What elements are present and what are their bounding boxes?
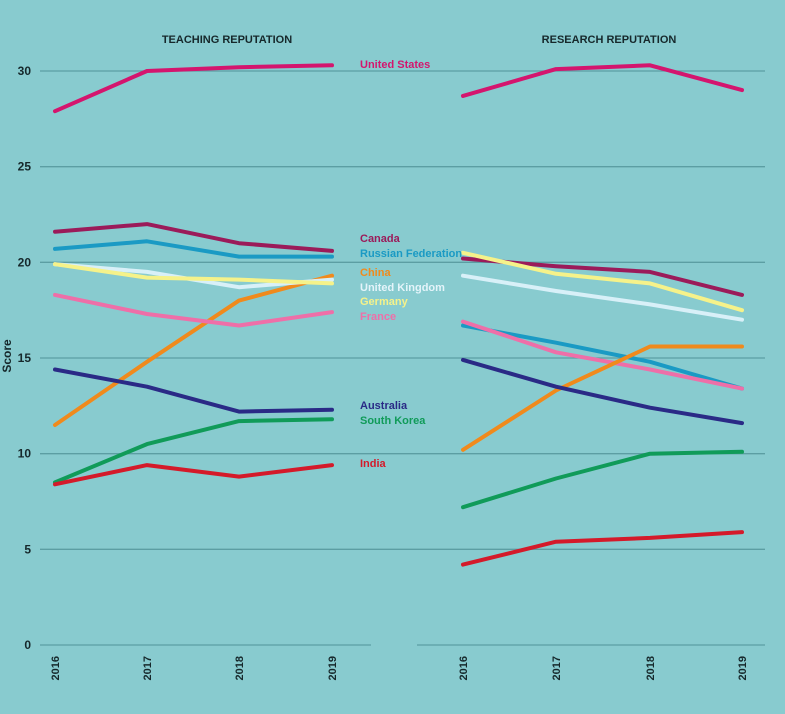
series-line-united-states (461, 63, 744, 98)
label-india: India (360, 458, 387, 470)
x-tick-label: 2017 (142, 656, 154, 680)
label-australia: Australia (360, 400, 408, 412)
series-line-australia (53, 367, 334, 414)
x-tick-label: 2018 (234, 656, 246, 680)
series-line-china (461, 344, 744, 452)
y-tick-label: 0 (24, 638, 31, 652)
series-line-united-states (53, 63, 334, 114)
x-tick-label: 2016 (458, 656, 470, 680)
series-line-canada (53, 222, 334, 253)
series-line-united-kingdom (461, 273, 744, 322)
label-united-kingdom: United Kingdom (360, 282, 445, 294)
x-tick-label: 2017 (551, 656, 563, 680)
series-line-india (461, 530, 744, 567)
series-line-china (53, 273, 334, 427)
label-russian-federation: Russian Federation (360, 248, 462, 260)
panel-title-research: RESEARCH REPUTATION (542, 34, 677, 46)
x-tick-label: 2018 (645, 656, 657, 680)
y-tick-label: 10 (18, 447, 32, 461)
series-line-australia (461, 357, 744, 426)
y-tick-label: 15 (18, 351, 32, 365)
y-axis: 0 5 10 15 20 25 30 (18, 64, 32, 652)
y-tick-label: 25 (18, 160, 32, 174)
series-line-south-korea (53, 417, 334, 485)
series-line-france (53, 292, 334, 328)
y-tick-label: 20 (18, 255, 32, 269)
x-axis: 2016 2017 2018 2019 2016 2017 2018 2019 (50, 656, 749, 680)
label-france: France (360, 311, 396, 323)
series-line-germany (461, 250, 744, 313)
gridlines (40, 70, 765, 646)
label-china: China (360, 267, 391, 279)
series-line-south-korea (461, 449, 744, 510)
series-line-russian-federation (461, 323, 744, 391)
x-tick-label: 2019 (327, 656, 339, 680)
series-line-india (53, 463, 334, 487)
y-tick-label: 30 (18, 64, 32, 78)
y-axis-label: Score (0, 339, 14, 373)
series-line-france (461, 319, 744, 391)
label-south-korea: South Korea (360, 415, 426, 427)
label-canada: Canada (360, 233, 401, 245)
label-united-states: United States (360, 59, 430, 71)
series-line-united-kingdom (53, 262, 334, 290)
series-line-russian-federation (53, 239, 334, 259)
x-tick-label: 2016 (50, 656, 62, 680)
x-tick-label: 2019 (737, 656, 749, 680)
series-line-germany (53, 262, 334, 286)
series-lines (53, 63, 744, 567)
y-tick-label: 5 (24, 542, 31, 556)
label-germany: Germany (360, 296, 409, 308)
direct-labels: United States Canada Russian Federation Chi… (360, 59, 462, 470)
panel-title-teaching: TEACHING REPUTATION (162, 34, 292, 46)
